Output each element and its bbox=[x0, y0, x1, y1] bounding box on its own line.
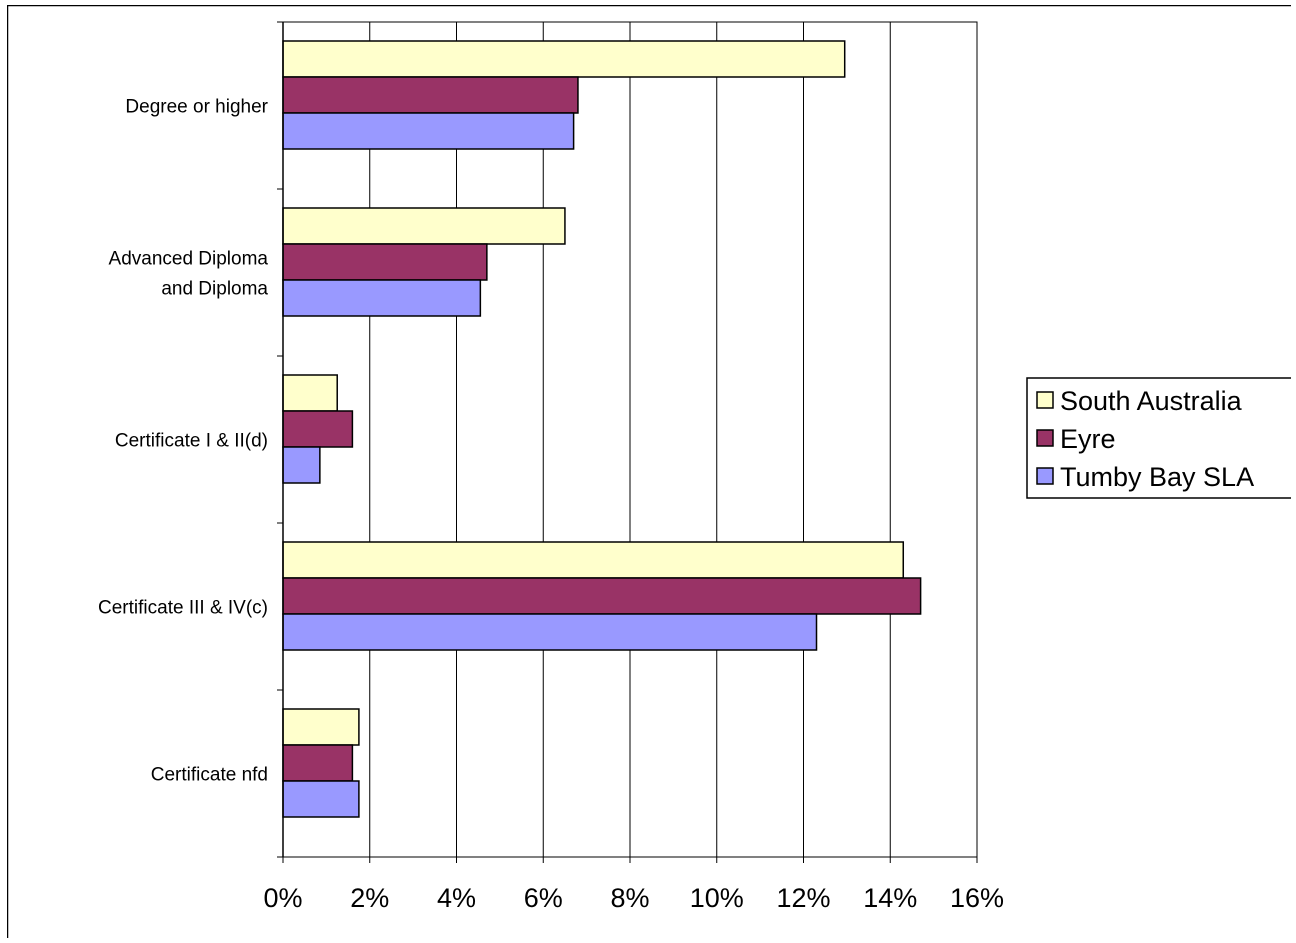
bar bbox=[282, 780, 360, 818]
x-tick-label: 6% bbox=[524, 883, 563, 913]
x-tick-label: 8% bbox=[610, 883, 649, 913]
bar bbox=[282, 40, 846, 78]
x-tick-label: 10% bbox=[690, 883, 744, 913]
bar bbox=[282, 374, 338, 412]
category-label: Advanced Diploma bbox=[109, 249, 269, 270]
bar bbox=[282, 446, 321, 484]
category-label: Certificate I & II(d) bbox=[115, 431, 268, 452]
x-tick-label: 16% bbox=[950, 883, 1004, 913]
category-label: Certificate III & IV(c) bbox=[98, 598, 268, 619]
bar bbox=[282, 207, 566, 245]
bar bbox=[282, 541, 905, 579]
legend-swatch bbox=[1036, 429, 1054, 447]
bar bbox=[282, 410, 354, 448]
legend-label: Tumby Bay SLA bbox=[1060, 462, 1254, 492]
x-tick-label: 14% bbox=[863, 883, 917, 913]
legend-swatch bbox=[1036, 391, 1054, 409]
legend-swatch bbox=[1036, 467, 1054, 485]
x-tick-label: 12% bbox=[776, 883, 830, 913]
bar bbox=[282, 76, 579, 114]
x-tick-label: 2% bbox=[350, 883, 389, 913]
legend-label: South Australia bbox=[1060, 386, 1243, 416]
bar bbox=[282, 112, 575, 150]
category-label: Degree or higher bbox=[125, 97, 268, 118]
chart-frame: Degree or higher Advanced Diploma and Dipl… bbox=[6, 4, 1296, 943]
x-tick-label: 0% bbox=[263, 883, 302, 913]
category-label: Certificate nfd bbox=[151, 765, 268, 786]
bar bbox=[282, 243, 488, 281]
bar bbox=[282, 708, 360, 746]
bar bbox=[282, 577, 922, 615]
bar bbox=[282, 613, 818, 651]
legend-label: Eyre bbox=[1060, 424, 1116, 454]
bar bbox=[282, 279, 482, 317]
category-label: and Diploma bbox=[161, 279, 268, 300]
bar-chart: Degree or higher Advanced Diploma and Dipl… bbox=[6, 4, 1296, 943]
x-tick-label: 4% bbox=[437, 883, 476, 913]
bar bbox=[282, 744, 354, 782]
legend-box bbox=[1026, 377, 1296, 499]
